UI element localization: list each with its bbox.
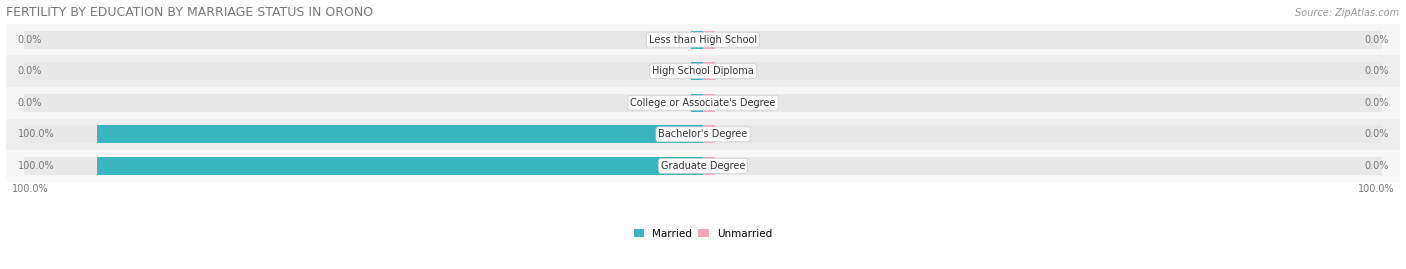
- Bar: [703, 94, 1382, 112]
- Text: 100.0%: 100.0%: [11, 184, 48, 194]
- Text: Graduate Degree: Graduate Degree: [661, 161, 745, 171]
- Bar: [703, 157, 1382, 175]
- Text: College or Associate's Degree: College or Associate's Degree: [630, 98, 776, 108]
- Bar: [6, 119, 1400, 150]
- Text: 0.0%: 0.0%: [18, 35, 42, 45]
- Text: 100.0%: 100.0%: [18, 129, 55, 139]
- Bar: [6, 24, 1400, 55]
- Text: Less than High School: Less than High School: [650, 35, 756, 45]
- Bar: [6, 55, 1400, 87]
- Text: 0.0%: 0.0%: [18, 98, 42, 108]
- Text: 0.0%: 0.0%: [1364, 129, 1388, 139]
- Bar: [24, 157, 703, 175]
- Bar: [703, 157, 716, 175]
- Bar: [24, 62, 703, 80]
- Text: 0.0%: 0.0%: [1364, 98, 1388, 108]
- Bar: [97, 157, 703, 175]
- Bar: [6, 150, 1400, 182]
- Bar: [703, 30, 716, 49]
- Text: Source: ZipAtlas.com: Source: ZipAtlas.com: [1295, 8, 1399, 18]
- Bar: [703, 94, 716, 112]
- Text: 100.0%: 100.0%: [1358, 184, 1395, 194]
- Text: FERTILITY BY EDUCATION BY MARRIAGE STATUS IN ORONO: FERTILITY BY EDUCATION BY MARRIAGE STATU…: [6, 6, 373, 19]
- Bar: [24, 125, 703, 143]
- Bar: [24, 30, 703, 49]
- Bar: [690, 62, 703, 80]
- Legend: Married, Unmarried: Married, Unmarried: [630, 224, 776, 243]
- Bar: [6, 87, 1400, 119]
- Text: 0.0%: 0.0%: [1364, 161, 1388, 171]
- Bar: [703, 62, 716, 80]
- Bar: [690, 94, 703, 112]
- Text: 100.0%: 100.0%: [18, 161, 55, 171]
- Text: 0.0%: 0.0%: [1364, 35, 1388, 45]
- Bar: [703, 125, 716, 143]
- Bar: [703, 125, 1382, 143]
- Bar: [703, 62, 1382, 80]
- Bar: [24, 94, 703, 112]
- Bar: [97, 125, 703, 143]
- Text: Bachelor's Degree: Bachelor's Degree: [658, 129, 748, 139]
- Bar: [703, 30, 1382, 49]
- Bar: [690, 30, 703, 49]
- Text: High School Diploma: High School Diploma: [652, 66, 754, 76]
- Text: 0.0%: 0.0%: [1364, 66, 1388, 76]
- Text: 0.0%: 0.0%: [18, 66, 42, 76]
